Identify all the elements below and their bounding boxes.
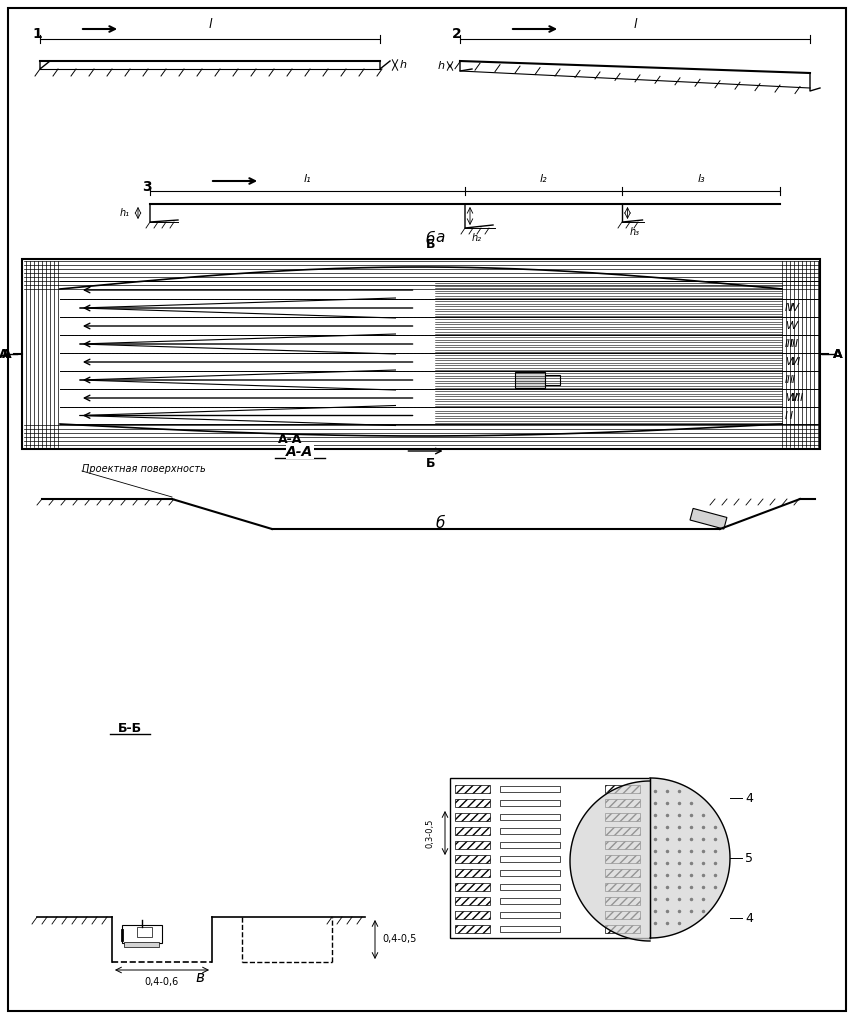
Text: 1: 1: [32, 26, 42, 41]
Text: 4: 4: [744, 792, 752, 804]
Bar: [499, 800, 560, 806]
Text: III: III: [789, 339, 798, 348]
Bar: [455, 785, 490, 793]
FancyBboxPatch shape: [8, 8, 845, 1011]
Bar: [499, 926, 560, 932]
Text: Б: Б: [425, 238, 435, 251]
Bar: [604, 869, 639, 877]
Text: h: h: [399, 60, 407, 70]
Text: A: A: [833, 347, 842, 361]
Bar: [455, 827, 490, 835]
Polygon shape: [569, 781, 649, 941]
Bar: [604, 855, 639, 863]
Bar: [455, 841, 490, 849]
Text: III: III: [784, 339, 792, 348]
Text: 5: 5: [744, 852, 752, 864]
Bar: [455, 883, 490, 891]
Text: V: V: [784, 321, 791, 331]
Text: Б-Б: Б-Б: [118, 722, 142, 736]
Bar: [515, 372, 545, 388]
Bar: [124, 942, 159, 947]
Text: а: а: [435, 229, 444, 245]
Text: l₂: l₂: [539, 174, 547, 184]
Text: h: h: [438, 61, 444, 71]
Text: h₂: h₂: [472, 233, 481, 243]
Text: l₁: l₁: [304, 174, 311, 184]
Bar: [136, 927, 152, 937]
Text: 2: 2: [451, 26, 461, 41]
Bar: [604, 897, 639, 905]
Text: А-А: А-А: [286, 445, 313, 459]
Text: I: I: [784, 411, 787, 421]
Bar: [22, 259, 819, 449]
Bar: [545, 375, 560, 385]
Text: l: l: [633, 18, 636, 31]
Text: l₃: l₃: [697, 174, 705, 184]
Bar: [499, 912, 560, 918]
Bar: [455, 911, 490, 919]
Text: 4: 4: [744, 912, 752, 924]
Text: 0,3-0,5: 0,3-0,5: [425, 818, 434, 848]
Text: h₃: h₃: [629, 227, 639, 237]
Bar: [499, 842, 560, 848]
Bar: [499, 786, 560, 792]
Bar: [450, 777, 649, 938]
Bar: [455, 897, 490, 905]
Bar: [499, 884, 560, 890]
Text: б: б: [425, 231, 434, 247]
Text: IV: IV: [789, 303, 799, 313]
Bar: [455, 925, 490, 933]
Text: A: A: [3, 347, 12, 361]
Bar: [455, 813, 490, 821]
Text: II: II: [784, 375, 790, 385]
Polygon shape: [649, 777, 729, 938]
Text: VI: VI: [784, 357, 793, 367]
Bar: [499, 870, 560, 876]
Text: 3: 3: [142, 180, 152, 194]
Bar: [689, 508, 726, 529]
Bar: [604, 925, 639, 933]
Text: VII: VII: [789, 393, 802, 403]
Bar: [499, 814, 560, 820]
Bar: [604, 785, 639, 793]
Text: Б: Б: [425, 457, 435, 470]
Bar: [455, 855, 490, 863]
Text: A: A: [833, 347, 842, 361]
Text: VI: VI: [789, 357, 799, 367]
Bar: [455, 799, 490, 807]
Text: A-A: A-A: [277, 433, 302, 446]
Text: 0,4-0,5: 0,4-0,5: [381, 934, 416, 944]
Text: V: V: [789, 321, 796, 331]
Text: A: A: [0, 347, 9, 361]
Text: II: II: [789, 375, 795, 385]
Text: Проектная поверхность: Проектная поверхность: [82, 464, 206, 474]
Bar: [604, 813, 639, 821]
Bar: [499, 898, 560, 904]
Bar: [122, 925, 162, 943]
Text: в: в: [195, 969, 204, 984]
Bar: [499, 828, 560, 834]
Bar: [455, 869, 490, 877]
Bar: [604, 799, 639, 807]
Bar: [604, 827, 639, 835]
Text: VII: VII: [784, 393, 797, 403]
Text: h₁: h₁: [120, 208, 130, 218]
Bar: [604, 911, 639, 919]
Text: 0,4-0,6: 0,4-0,6: [145, 977, 179, 987]
Text: б: б: [435, 517, 444, 532]
Bar: [604, 841, 639, 849]
Bar: [499, 856, 560, 862]
Text: IV: IV: [784, 303, 793, 313]
Text: I: I: [789, 411, 792, 421]
Text: l: l: [208, 18, 212, 31]
Bar: [604, 883, 639, 891]
